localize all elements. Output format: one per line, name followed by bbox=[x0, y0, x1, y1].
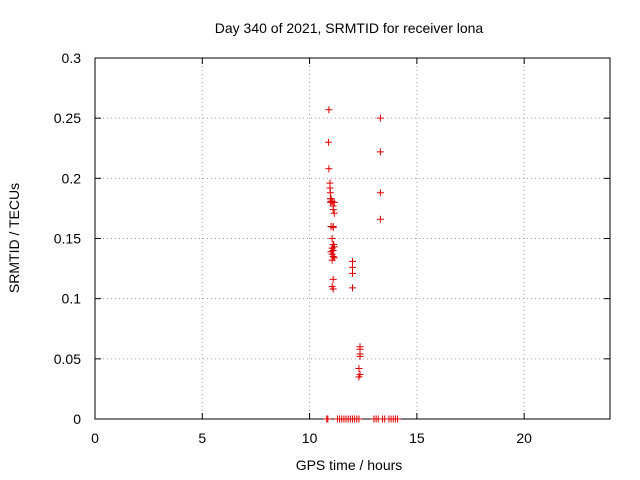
plot-frame bbox=[94, 57, 611, 420]
data-points bbox=[323, 106, 402, 423]
data-point bbox=[328, 256, 336, 264]
y-tick-label: 0 bbox=[73, 411, 81, 427]
data-point bbox=[330, 209, 338, 217]
x-tick-label: 0 bbox=[91, 430, 99, 446]
data-point bbox=[329, 285, 337, 293]
data-point bbox=[330, 198, 338, 206]
x-tick-label: 5 bbox=[198, 430, 206, 446]
x-tick-label: 20 bbox=[516, 430, 532, 446]
y-tick-label: 0.2 bbox=[62, 170, 82, 186]
data-point bbox=[376, 148, 384, 156]
data-point bbox=[326, 189, 334, 197]
data-point bbox=[349, 263, 356, 271]
data-point bbox=[330, 241, 338, 249]
data-point bbox=[355, 415, 363, 423]
x-tick-labels: 0 5 10 15 20 bbox=[91, 430, 532, 446]
data-point bbox=[328, 235, 336, 242]
axis-ticks bbox=[94, 57, 610, 420]
data-point bbox=[324, 138, 332, 146]
data-point bbox=[355, 364, 363, 372]
data-point bbox=[329, 275, 337, 283]
y-tick-labels: 0 0.05 0.1 0.15 0.2 0.25 0.3 bbox=[54, 50, 81, 427]
data-point bbox=[394, 415, 402, 423]
y-tick-label: 0.15 bbox=[54, 231, 81, 247]
grid bbox=[95, 58, 610, 419]
x-tick-label: 10 bbox=[302, 430, 318, 446]
x-axis-label: GPS time / hours bbox=[296, 457, 403, 473]
data-point bbox=[324, 415, 332, 423]
data-point bbox=[376, 215, 384, 223]
data-point bbox=[349, 269, 356, 277]
y-tick-label: 0.05 bbox=[54, 351, 81, 367]
data-point bbox=[325, 106, 333, 114]
y-tick-label: 0.1 bbox=[62, 291, 82, 307]
y-tick-label: 0.3 bbox=[62, 50, 82, 66]
data-point bbox=[349, 284, 356, 292]
data-point bbox=[325, 165, 333, 173]
y-tick-label: 0.25 bbox=[54, 110, 81, 126]
data-point bbox=[329, 222, 337, 230]
chart-title: Day 340 of 2021, SRMTID for receiver lon… bbox=[215, 20, 484, 36]
data-point bbox=[355, 373, 363, 381]
data-point bbox=[376, 189, 384, 197]
data-point bbox=[329, 206, 337, 214]
data-point bbox=[329, 253, 337, 261]
x-tick-label: 15 bbox=[409, 430, 425, 446]
data-point bbox=[356, 352, 364, 360]
data-point bbox=[376, 114, 384, 122]
y-axis-label: SRMTID / TECUs bbox=[6, 183, 22, 293]
data-point bbox=[349, 257, 356, 265]
